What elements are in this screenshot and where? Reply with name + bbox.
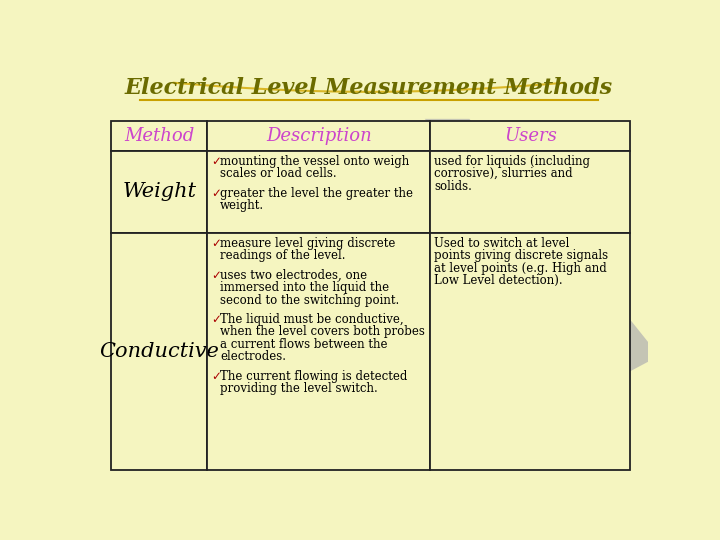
Text: ✓: ✓ — [211, 269, 221, 282]
Bar — [111, 121, 207, 151]
Text: readings of the level.: readings of the level. — [220, 249, 346, 262]
Text: solids.: solids. — [434, 180, 472, 193]
Bar — [111, 233, 207, 470]
Text: Used to switch at level: Used to switch at level — [434, 237, 570, 250]
Text: used for liquids (including: used for liquids (including — [434, 155, 590, 168]
Bar — [431, 151, 630, 233]
Text: Users: Users — [504, 127, 557, 145]
Polygon shape — [425, 119, 660, 377]
Text: points giving discrete signals: points giving discrete signals — [434, 249, 608, 262]
Text: when the level covers both probes: when the level covers both probes — [220, 326, 425, 339]
Bar — [111, 151, 207, 233]
Text: Weight: Weight — [122, 182, 197, 201]
Text: weight.: weight. — [220, 199, 264, 212]
Text: a current flows between the: a current flows between the — [220, 338, 387, 351]
Bar — [207, 121, 431, 151]
Text: Low Level detection).: Low Level detection). — [434, 274, 563, 287]
Text: Electrical Level Measurement Methods: Electrical Level Measurement Methods — [125, 77, 613, 99]
Text: ✓: ✓ — [211, 237, 221, 250]
Text: electrodes.: electrodes. — [220, 350, 286, 363]
Text: The current flowing is detected: The current flowing is detected — [220, 370, 408, 383]
Text: Description: Description — [266, 127, 372, 145]
Text: ✓: ✓ — [211, 370, 221, 383]
Text: measure level giving discrete: measure level giving discrete — [220, 237, 395, 250]
Text: Method: Method — [124, 127, 194, 145]
Text: ✓: ✓ — [211, 187, 221, 200]
Text: Conductive: Conductive — [99, 342, 219, 361]
Text: corrosive), slurries and: corrosive), slurries and — [434, 167, 573, 180]
Text: scales or load cells.: scales or load cells. — [220, 167, 337, 180]
Text: ✓: ✓ — [211, 155, 221, 168]
Bar — [431, 121, 630, 151]
Bar — [207, 151, 431, 233]
Text: at level points (e.g. High and: at level points (e.g. High and — [434, 262, 607, 275]
Text: providing the level switch.: providing the level switch. — [220, 382, 378, 395]
Bar — [431, 233, 630, 470]
Text: immersed into the liquid the: immersed into the liquid the — [220, 281, 390, 294]
Text: uses two electrodes, one: uses two electrodes, one — [220, 269, 367, 282]
Text: second to the switching point.: second to the switching point. — [220, 294, 400, 307]
Text: ✓: ✓ — [211, 313, 221, 326]
Text: mounting the vessel onto weigh: mounting the vessel onto weigh — [220, 155, 409, 168]
Bar — [207, 233, 431, 470]
Text: The liquid must be conductive,: The liquid must be conductive, — [220, 313, 404, 326]
Text: greater the level the greater the: greater the level the greater the — [220, 187, 413, 200]
